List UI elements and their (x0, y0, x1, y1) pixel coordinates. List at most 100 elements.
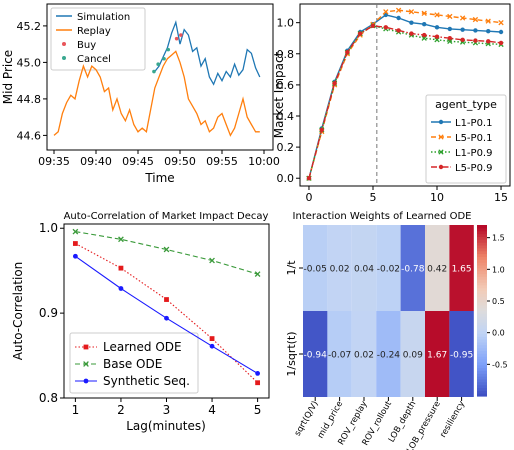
colorbar-segment (477, 330, 487, 334)
impact-point-l5-p0.9 (447, 36, 453, 41)
impact-point-l5-p0.1 (408, 9, 415, 15)
impact-chart-ylabel: Market Impact (272, 51, 286, 138)
impact-point-l1-p0.1 (473, 28, 478, 33)
price-chart-xtick-label: 09:35 (38, 155, 70, 168)
autocorr-legend-label: Learned ODE (103, 340, 182, 354)
impact-point-l5-p0.1 (383, 9, 389, 15)
colorbar-segment (477, 253, 487, 257)
autocorr-legend-marker (83, 344, 89, 350)
impact-point-l5-p0.9 (396, 28, 401, 33)
price-chart: Mid Price Time Simulation Replay Buy Cancel… (1, 3, 280, 185)
autocorr-chart-legend: Learned ODE Base ODE Synthetic Seq. (69, 332, 199, 394)
impact-chart-legend-title: agent_type (435, 98, 497, 111)
autocorr-point (164, 315, 169, 321)
impact-point-l1-p0.1 (460, 27, 465, 32)
colorbar-segment (477, 364, 487, 369)
autocorr-point (254, 271, 261, 277)
impact-point-l1-p0.1 (396, 15, 401, 21)
price-point-buy (174, 36, 179, 41)
colorbar-segment (477, 341, 487, 346)
colorbar-segment (477, 310, 487, 314)
colorbar-segment (477, 262, 487, 266)
impact-point-l1-p0.1 (422, 22, 427, 27)
colorbar-segment (477, 387, 487, 391)
heatmap-cell (303, 311, 328, 397)
impact-chart-ytick-label: 0.0 (277, 172, 295, 185)
price-series-simulation-line (154, 19, 261, 86)
impact-chart-ytick-label: 0.2 (277, 141, 295, 154)
autocorr-point (72, 241, 78, 246)
price-chart-ytick-label: 45.2 (17, 20, 42, 33)
colorbar-tick-label: 1.5 (492, 234, 505, 243)
colorbar-segment (477, 301, 487, 306)
autocorr-chart-ytick-label: 0.9 (39, 306, 58, 320)
heatmap-cell (425, 311, 450, 397)
impact-chart-ytick-label: 0.8 (277, 48, 295, 61)
impact-point-l5-p0.9 (319, 127, 324, 133)
heatmap-cell-label: -0.94 (304, 351, 328, 361)
price-chart-ytick-label: 44.8 (17, 93, 42, 106)
colorbar-segment (477, 327, 487, 332)
impact-chart-ytick-label: 0.4 (277, 110, 295, 123)
heatmap-cell-label: 0.09 (403, 351, 423, 361)
impact-point-l5-p0.9 (345, 50, 350, 55)
heatmap-cell (303, 225, 328, 311)
impact-point-l5-p0.9 (473, 38, 478, 43)
price-legend-buy-swatch (62, 42, 66, 46)
colorbar-segment (477, 247, 487, 252)
impact-chart-xtick-label: 15 (494, 191, 508, 204)
weights-heatmap: Interaction Weights of Learned ODE -0.05… (285, 211, 508, 450)
price-point-cancel (156, 62, 160, 67)
price-legend-cancel-label: Cancel (77, 54, 111, 65)
colorbar-segment (477, 267, 487, 272)
impact-chart-xtick-label: 5 (369, 191, 376, 204)
colorbar-segment (477, 390, 487, 394)
price-chart-ytick-label: 45.0 (17, 56, 42, 69)
colorbar-segment (477, 336, 487, 340)
colorbar-segment (477, 290, 487, 294)
price-chart-xlabel: Time (144, 171, 174, 185)
heatmap-cell-label: -0.78 (401, 265, 425, 275)
impact-legend-l1-p0.1-marker (438, 119, 444, 125)
autocorr-point (209, 336, 215, 341)
impact-point-l5-p0.9 (383, 25, 388, 30)
colorbar-segment (477, 353, 487, 357)
colorbar-tick-label: -0.5 (492, 360, 508, 369)
colorbar-segment (477, 273, 487, 277)
price-chart-legend: Simulation Replay Buy Cancel (50, 7, 146, 71)
autocorr-chart-ytick-label: 0.8 (39, 391, 58, 405)
colorbar-segment (477, 350, 487, 354)
impact-series-l1-p0.9-line (308, 25, 502, 179)
autocorr-point (209, 343, 215, 349)
heatmap-cell (376, 311, 401, 397)
colorbar-segment (477, 344, 487, 349)
price-chart-frame (46, 3, 274, 151)
impact-legend-l1-p0.9-marker (438, 149, 444, 155)
autocorr-legend-label: Synthetic Seq. (103, 374, 190, 388)
heatmap-row-label: 1/t (285, 260, 298, 276)
autocorr-point (164, 297, 169, 302)
colorbar-segment (477, 293, 487, 297)
impact-legend-l1-p0.1-label: L1-P0.1 (455, 118, 492, 129)
impact-legend-l5-p0.9-label: L5-P0.9 (455, 163, 492, 174)
heatmap-cell-label: -0.05 (304, 265, 327, 275)
colorbar-segment (477, 381, 487, 386)
impact-series-l5-p0.1-line (308, 9, 502, 179)
price-legend-buy-label: Buy (77, 40, 96, 51)
impact-chart-legend-box (425, 94, 507, 184)
impact-point-l1-p0.1 (447, 26, 453, 32)
autocorr-point (163, 246, 170, 253)
heatmap-cell-label: 1.67 (427, 351, 447, 361)
colorbar-segment (477, 319, 487, 323)
colorbar-segment (477, 242, 487, 246)
colorbar-segment (477, 347, 487, 351)
impact-chart-xtick-label: 10 (430, 191, 444, 204)
impact-point-l5-p0.9 (409, 31, 414, 36)
impact-point-l5-p0.9 (460, 37, 465, 42)
heatmap-cell-label: 0.04 (354, 265, 374, 275)
autocorr-chart-legend-box (69, 332, 199, 394)
heatmap-title: Interaction Weights of Learned ODE (293, 211, 472, 222)
autocorr-legend-label: Base ODE (103, 357, 162, 371)
impact-point-l1-p0.1 (498, 29, 504, 35)
heatmap-cell (327, 311, 352, 397)
